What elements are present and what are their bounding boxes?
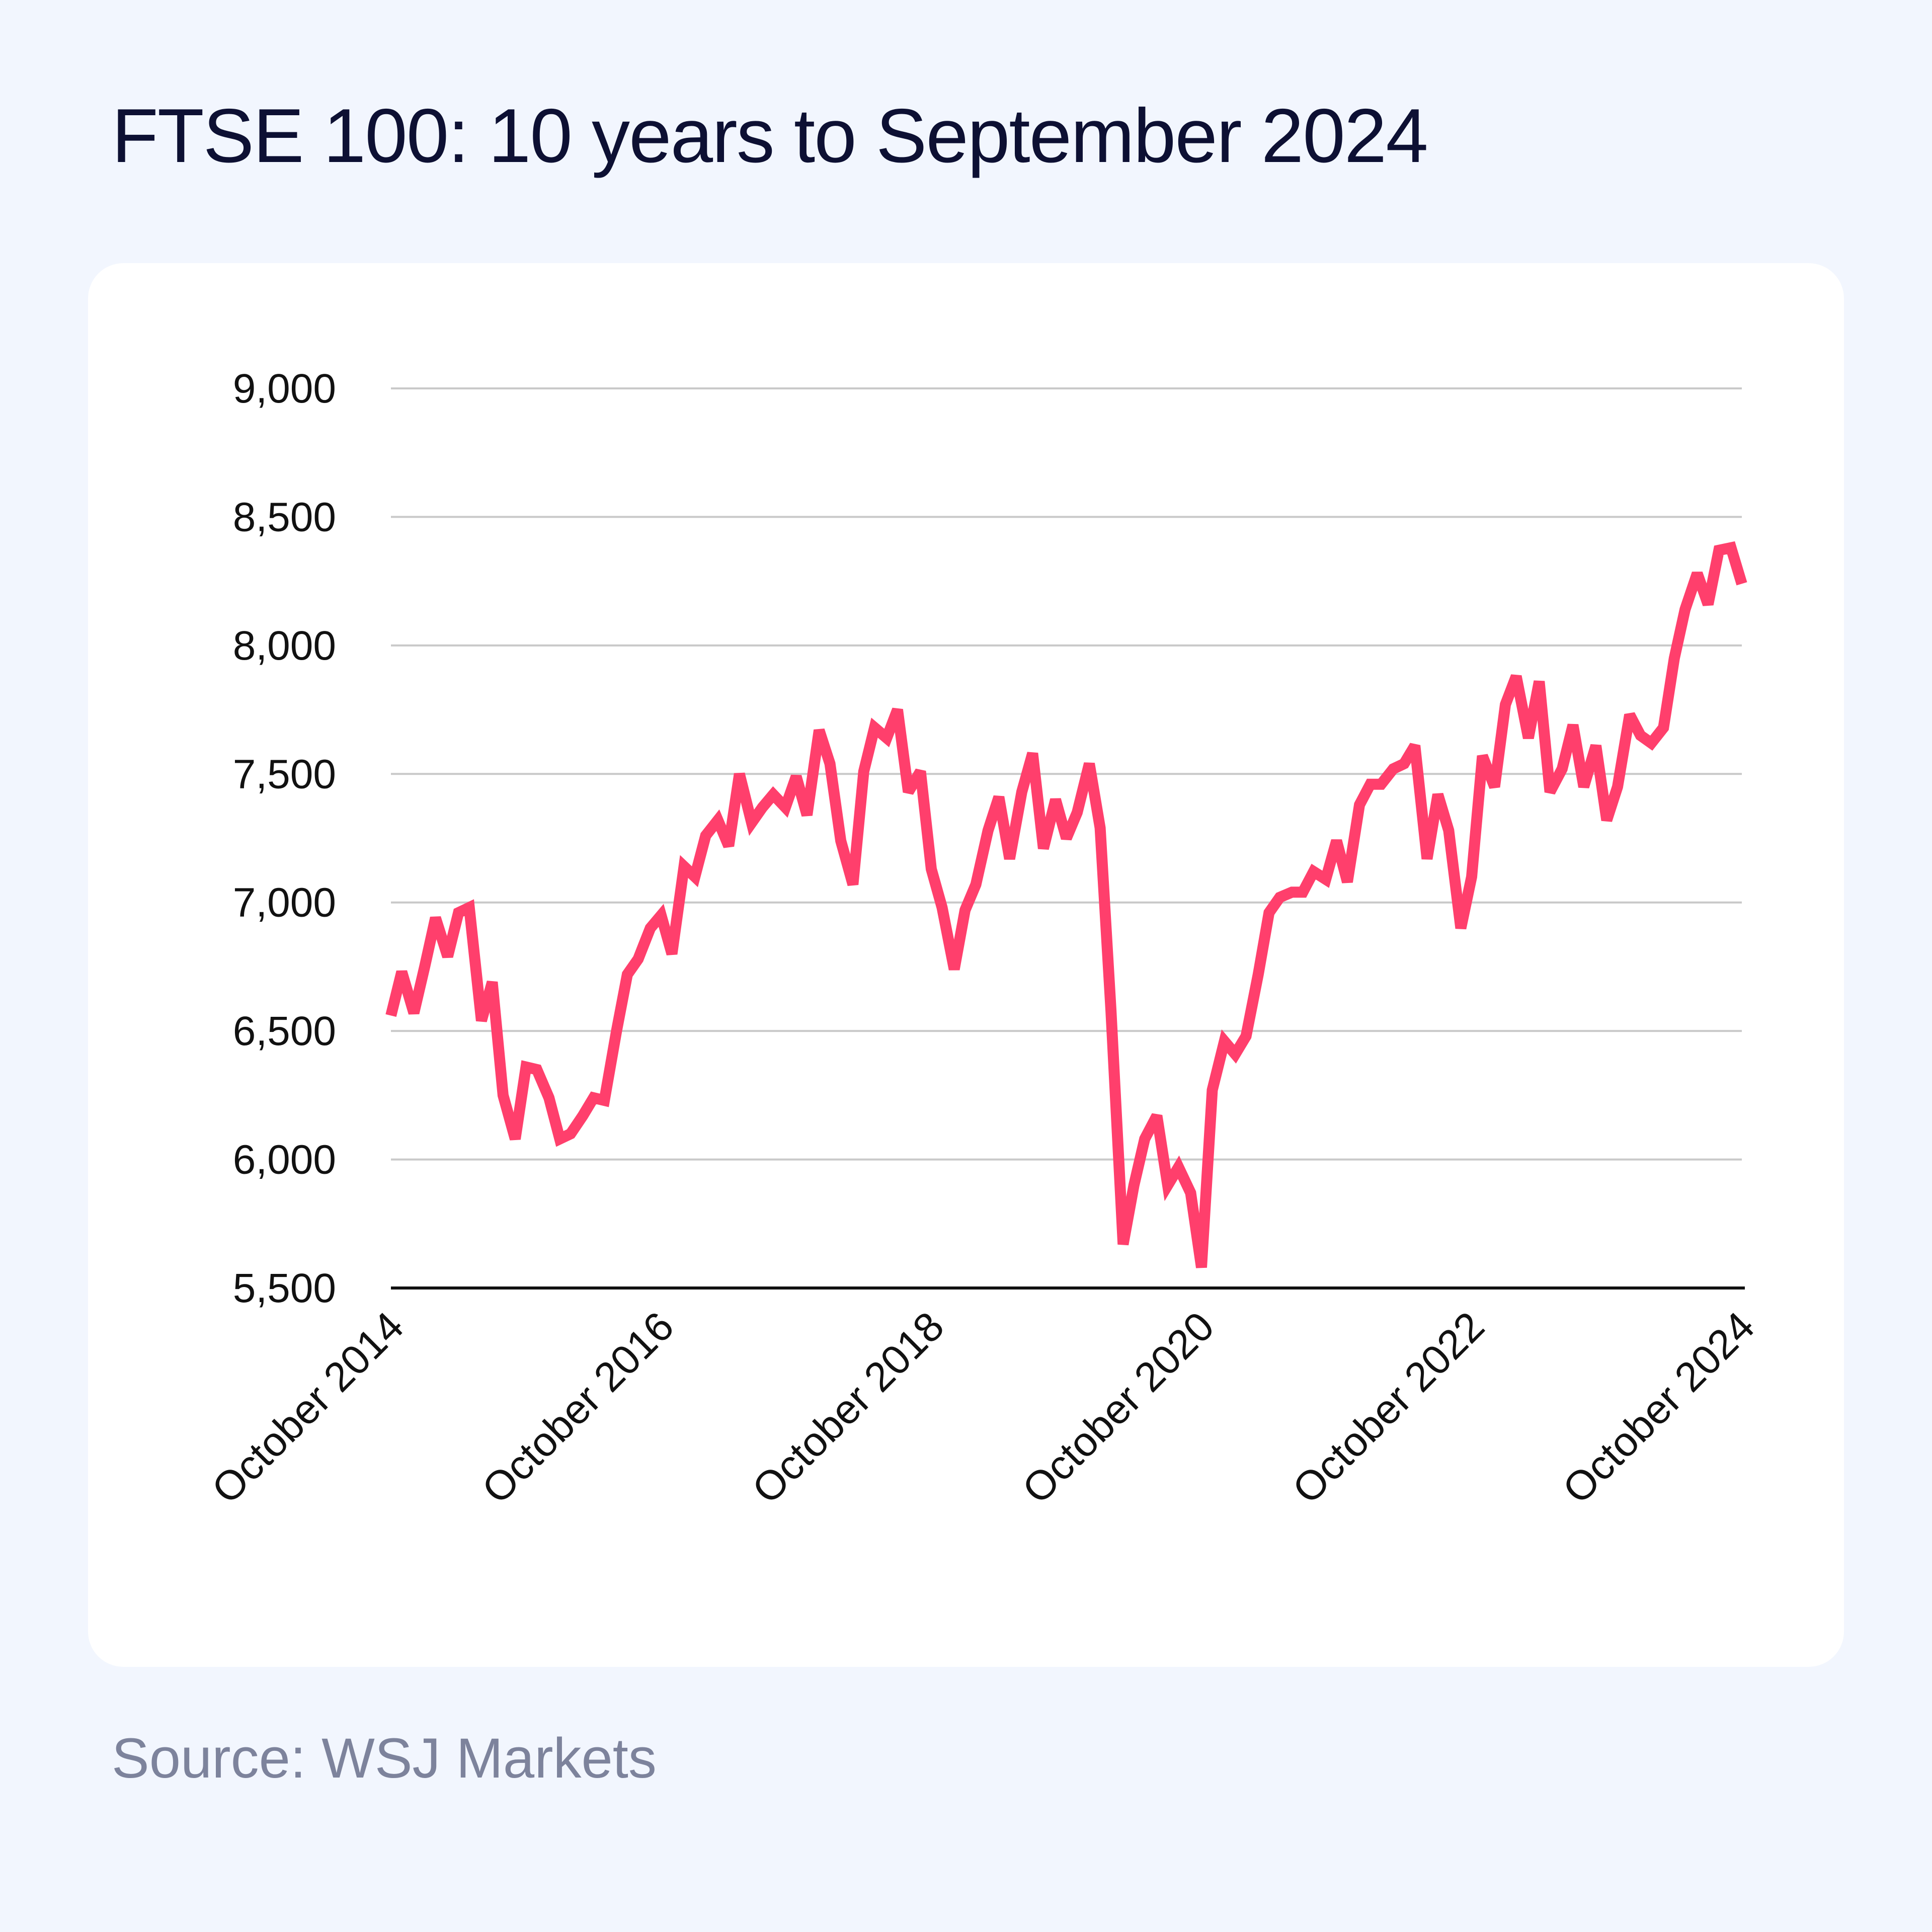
y-tick-label: 6,500 [233, 1008, 336, 1054]
y-tick-label: 5,500 [233, 1265, 336, 1311]
x-axis-ticks: October 2014 October 2016 October 2018 Octo… [203, 1303, 1763, 1512]
x-tick-label: October 2020 [1014, 1303, 1223, 1512]
series-layer [385, 541, 1747, 1268]
page-title: FTSE 100: 10 years to September 2024 [112, 93, 1428, 179]
chart-card [88, 263, 1844, 1667]
x-tick-label: October 2018 [744, 1303, 953, 1512]
x-tick-label: October 2024 [1554, 1303, 1763, 1512]
y-axis-ticks: 5,500 6,000 6,500 7,000 7,500 8,000 8,500 9,000 [233, 366, 336, 1311]
y-tick-label: 6,000 [233, 1137, 336, 1183]
y-tick-label: 9,000 [233, 366, 336, 412]
y-tick-label: 7,000 [233, 880, 336, 926]
y-tick-label: 8,500 [233, 494, 336, 540]
x-tick-label: October 2016 [473, 1303, 683, 1512]
source-note: Source: WSJ Markets [112, 1727, 657, 1790]
series-line-ftse-100 [385, 541, 1747, 1268]
x-tick-label: October 2014 [203, 1303, 413, 1512]
gridlines [391, 387, 1742, 1161]
x-tick-label: October 2022 [1284, 1303, 1493, 1512]
y-tick-label: 8,000 [233, 623, 336, 669]
y-tick-label: 7,500 [233, 751, 336, 797]
